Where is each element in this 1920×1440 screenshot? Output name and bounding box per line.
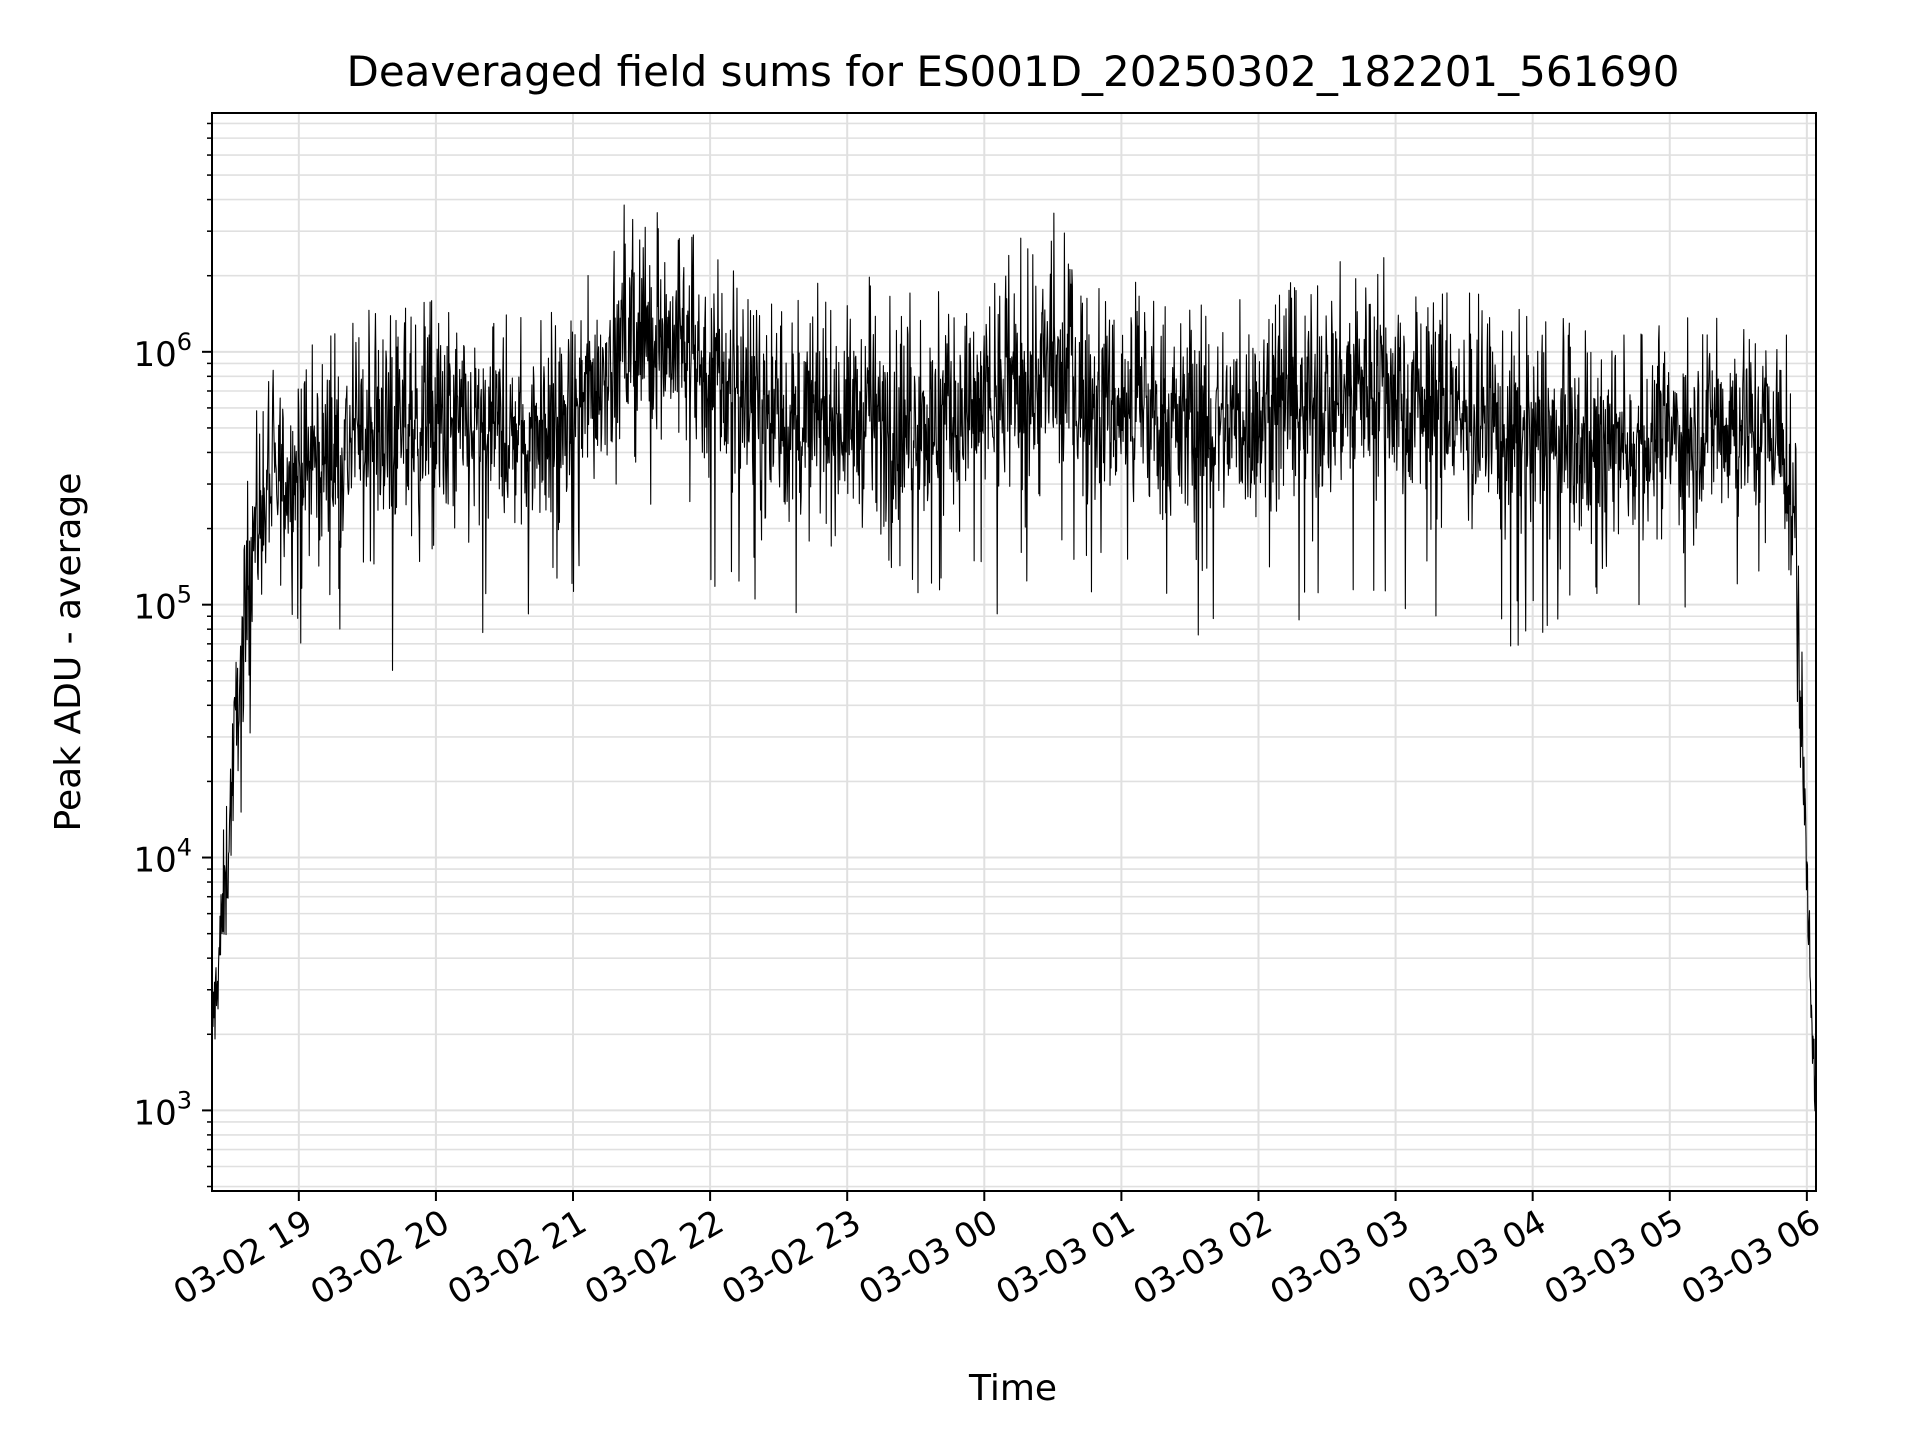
y-axis-label: Peak ADU - average xyxy=(48,473,89,832)
chart-title: Deaveraged field sums for ES001D_2025030… xyxy=(347,47,1680,96)
x-axis-label: Time xyxy=(968,1368,1057,1409)
plot-frame xyxy=(211,112,1817,1192)
y-tick-label: 106 xyxy=(133,328,192,375)
data-line-layer xyxy=(211,204,1817,1129)
series-line xyxy=(211,204,1817,1129)
y-tick-exponent: 3 xyxy=(177,1086,192,1114)
y-tick-exponent: 5 xyxy=(177,581,192,609)
y-tick-label: 103 xyxy=(133,1086,192,1133)
y-tick-base: 10 xyxy=(133,841,176,881)
y-tick-exponent: 6 xyxy=(177,328,192,356)
y-tick-label: 105 xyxy=(133,581,192,628)
y-tick-base: 10 xyxy=(133,335,176,375)
grid xyxy=(212,113,1816,1191)
y-tick-exponent: 4 xyxy=(177,834,192,862)
y-tick-base: 10 xyxy=(133,588,176,628)
y-tick-base: 10 xyxy=(133,1093,176,1133)
y-tick-label: 104 xyxy=(133,834,192,881)
